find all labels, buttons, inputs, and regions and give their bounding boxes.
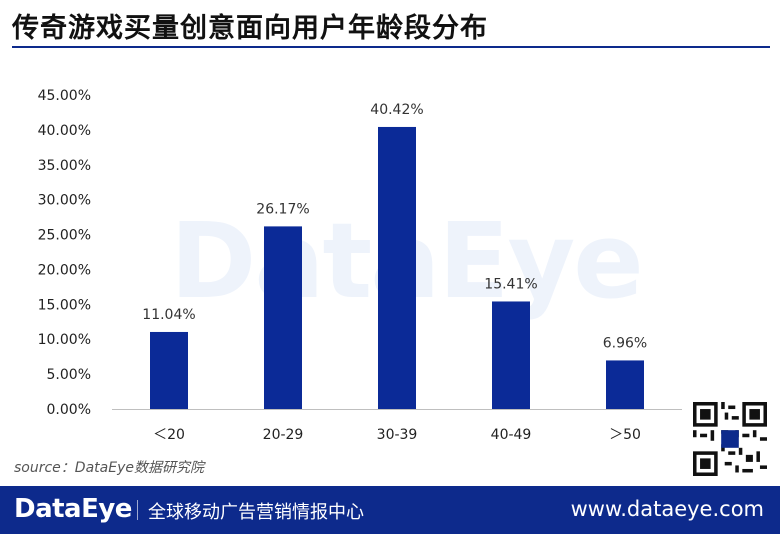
- data-label: 15.41%: [484, 276, 537, 292]
- brand-logo: DataEye: [14, 494, 132, 524]
- qr-code-icon: [693, 402, 767, 476]
- y-axis: 0.00% 5.00% 10.00% 15.00% 20.00% 25.00% 30.00%…: [38, 88, 91, 418]
- y-tick-label: 30.00%: [38, 193, 91, 209]
- y-tick-label: 5.00%: [47, 367, 91, 383]
- data-label: 11.04%: [142, 307, 195, 323]
- data-label: 6.96%: [603, 335, 647, 351]
- x-tick-label: 20-29: [263, 427, 304, 443]
- y-tick-label: 35.00%: [38, 158, 91, 174]
- footer-tagline: 全球移动广告营销情报中心: [148, 502, 364, 523]
- x-tick-label: 40-49: [491, 427, 532, 443]
- bar: [606, 360, 644, 409]
- y-tick-label: 15.00%: [38, 297, 91, 313]
- value-labels: 11.04% 26.17% 40.42% 15.41% 6.96%: [142, 102, 647, 351]
- bar: [264, 226, 302, 409]
- footer-bar: DataEye 全球移动广告营销情报中心 www.dataeye.com: [0, 486, 780, 534]
- data-label: 26.17%: [256, 201, 309, 217]
- bar: [378, 126, 416, 409]
- data-label: 40.42%: [370, 102, 423, 118]
- x-tick-label: ＞50: [609, 427, 641, 443]
- y-tick-label: 25.00%: [38, 228, 91, 244]
- y-tick-label: 40.00%: [38, 123, 91, 139]
- y-tick-label: 0.00%: [47, 402, 91, 418]
- y-tick-label: 45.00%: [38, 88, 91, 104]
- y-tick-label: 10.00%: [38, 332, 91, 348]
- bar: [492, 301, 530, 409]
- y-tick-label: 20.00%: [38, 262, 91, 278]
- x-axis: ＜20 20-29 30-39 40-49 ＞50: [112, 409, 682, 443]
- chart-title: 传奇游戏买量创意面向用户年龄段分布: [12, 13, 488, 44]
- title-underline: [12, 46, 770, 48]
- x-tick-label: ＜20: [153, 427, 185, 443]
- bar: [150, 331, 188, 409]
- bars: [150, 126, 644, 409]
- x-tick-label: 30-39: [377, 427, 418, 443]
- footer-divider: [137, 500, 138, 520]
- website-link[interactable]: www.dataeye.com: [570, 497, 764, 521]
- source-note: source：DataEye数据研究院: [14, 460, 204, 476]
